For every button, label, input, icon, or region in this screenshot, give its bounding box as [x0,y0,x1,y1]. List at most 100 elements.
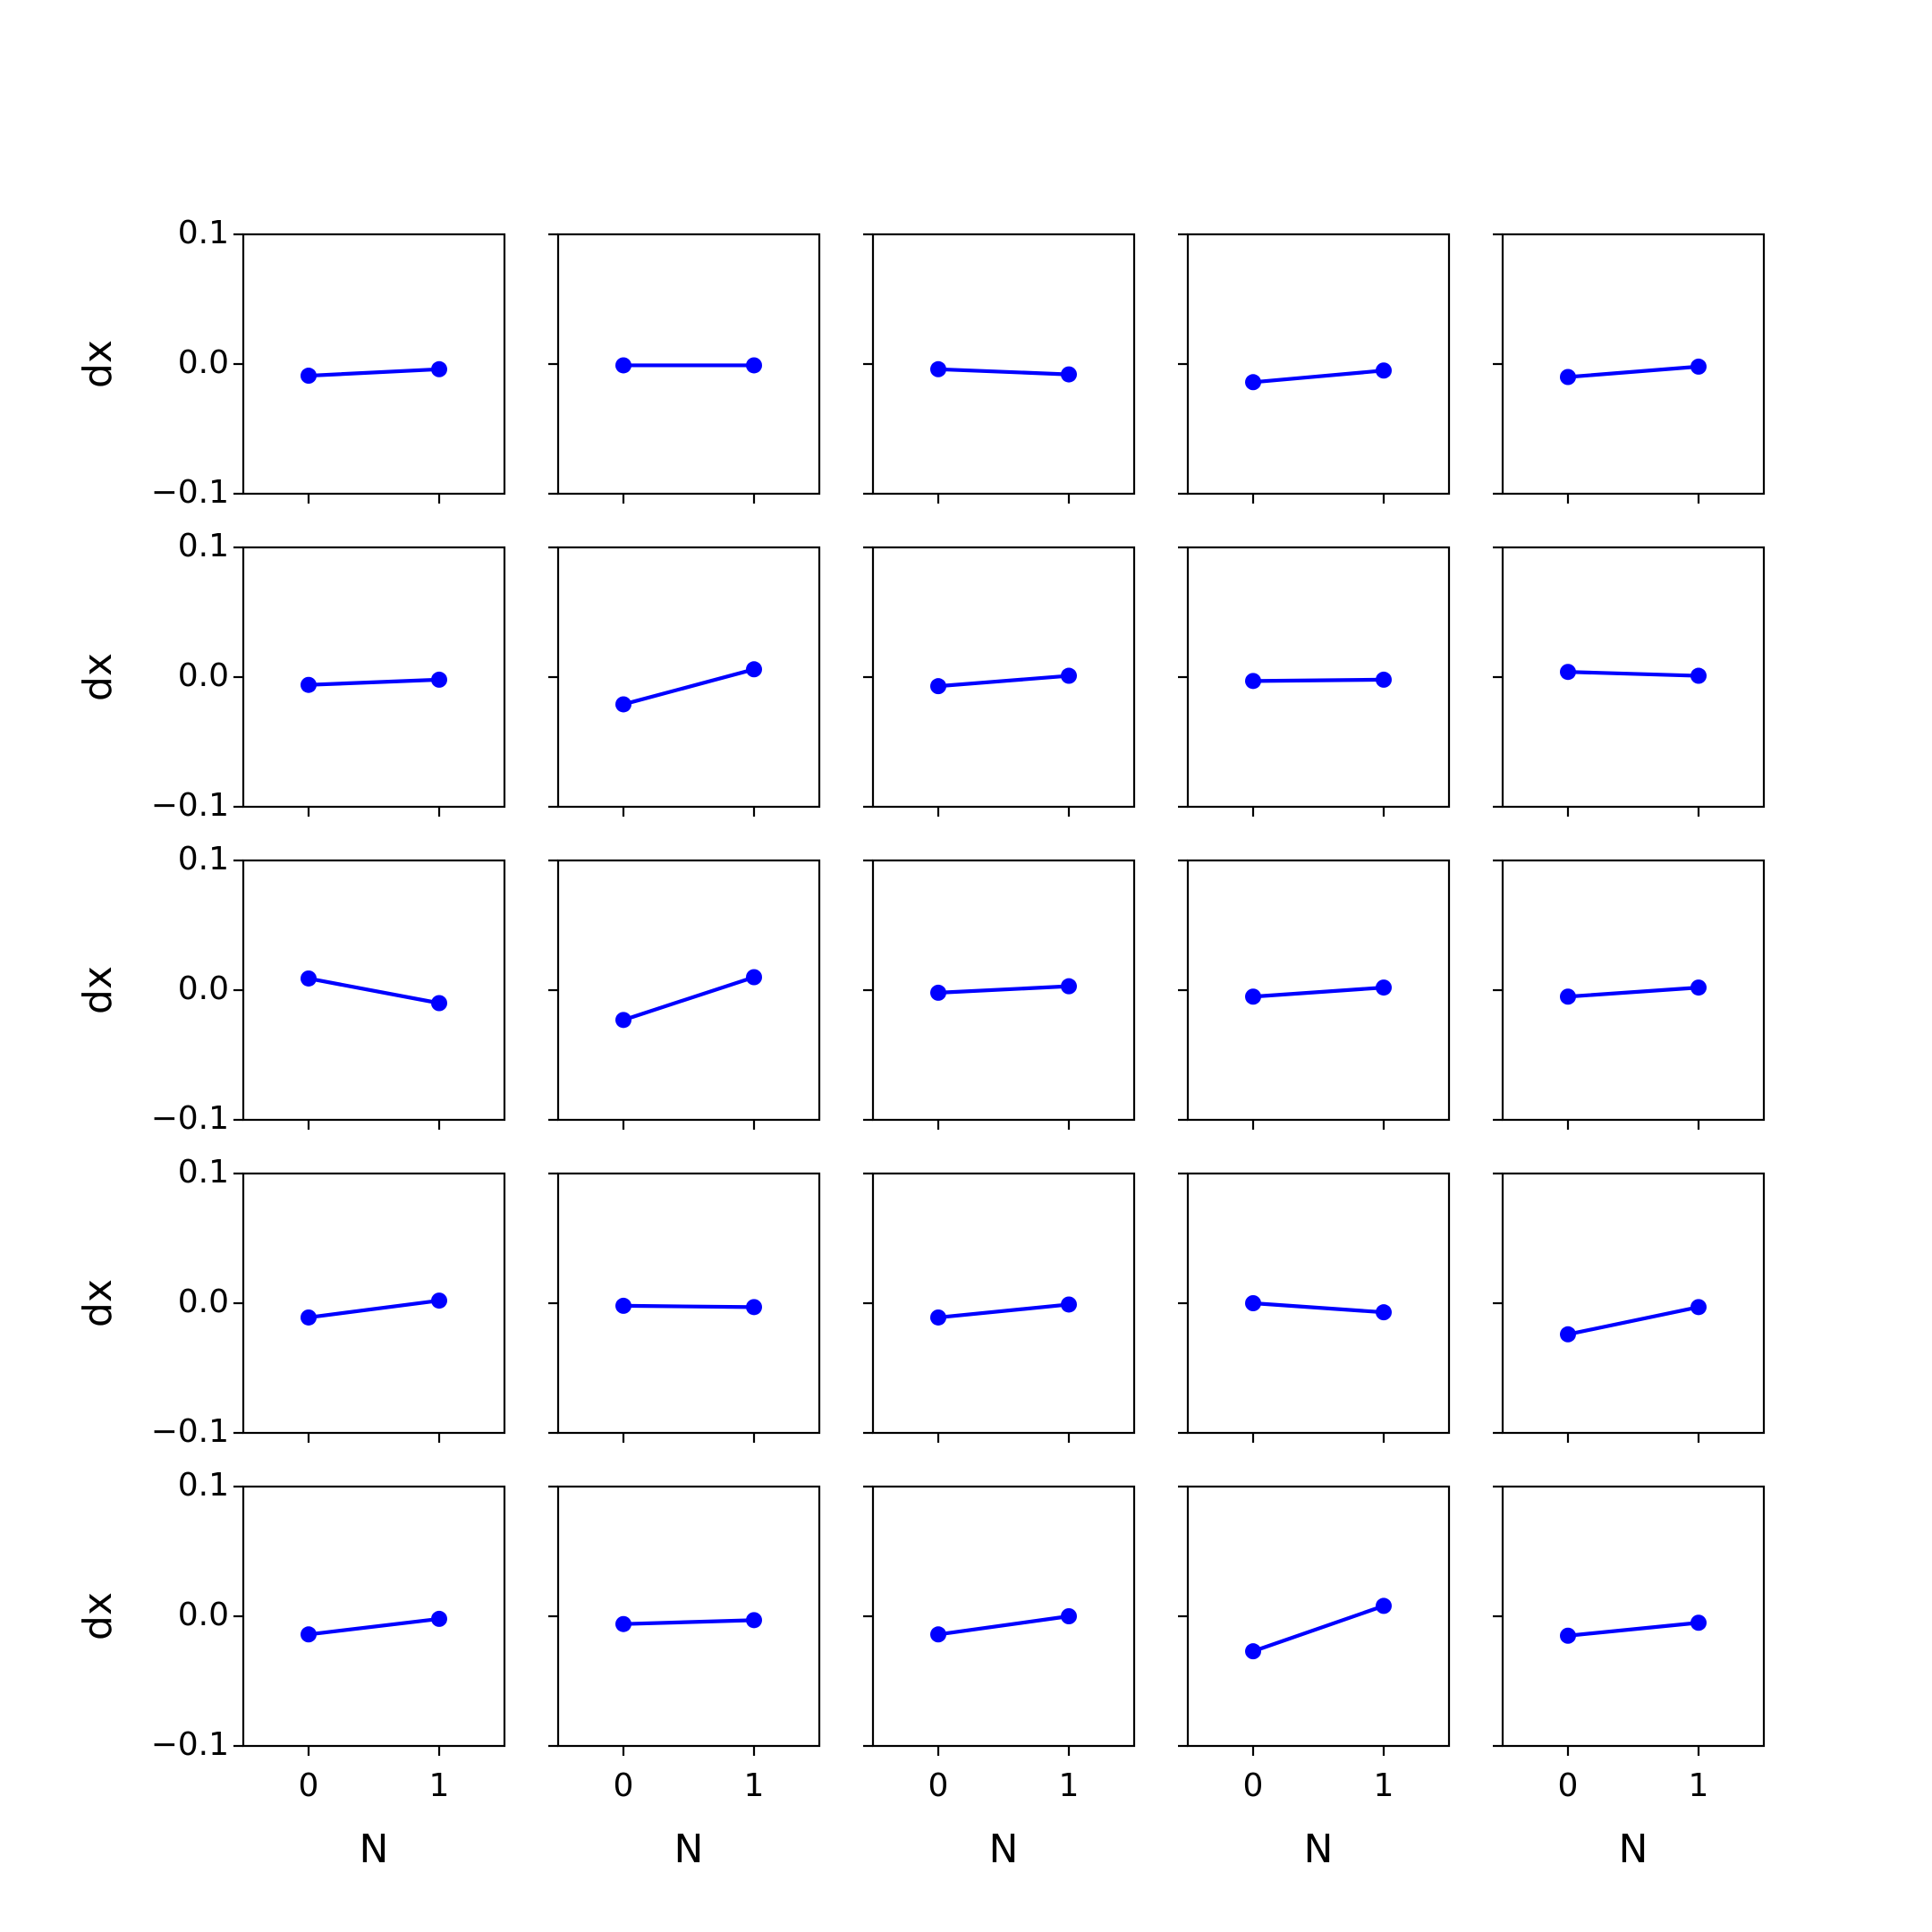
data-point [1061,1608,1077,1624]
data-point [930,1309,946,1326]
data-point [1245,673,1261,690]
y-axis-label: dx [75,1279,121,1327]
panel-r1-c1: −0.1 0.0 0.1 dx [75,215,506,511]
series-line [936,674,1072,689]
axes-frame [242,1485,506,1748]
x-tick-label: 1 [1374,1767,1394,1804]
series-line [936,1302,1072,1320]
panel-r5-c3: 0 1 N [863,1485,1136,1872]
panel-r1-c2 [548,233,821,504]
panel-r4-c2 [548,1172,821,1443]
axes-frame [1501,546,1766,809]
x-tick-label: 1 [744,1767,765,1804]
y-tick-label: 0.0 [178,970,229,1007]
data-point [1245,374,1261,391]
series-line [936,367,1072,377]
axes-frame [242,233,506,496]
axes-frame [871,1172,1136,1435]
data-point [1376,671,1392,688]
data-point [301,1309,317,1326]
series-line [1565,670,1701,678]
data-point [1061,978,1077,995]
series-line [1565,1621,1701,1638]
data-point [1376,979,1392,996]
data-point [930,360,946,377]
x-tick-label: 0 [299,1767,319,1804]
series-line [1565,364,1701,379]
panel-r5-c1: −0.1 0.0 0.1 0 1 dx N [75,1467,506,1872]
panel-r3-c4 [1178,859,1451,1130]
data-point [1376,1304,1392,1321]
axes-frame [242,1172,506,1435]
y-tick-label: 0.1 [178,1154,229,1191]
panel-r1-c5 [1493,233,1766,504]
series-line [306,976,442,1005]
series-line [621,975,757,1022]
panel-r5-c2: 0 1 N [548,1485,821,1872]
panel-r4-c3 [863,1172,1136,1443]
data-point [1690,979,1707,996]
axes-frame [871,233,1136,496]
y-tick-label: 0.0 [178,1597,229,1633]
axes-frame [556,859,821,1122]
panel-r2-c1: −0.1 0.0 0.1 dx [75,528,506,824]
data-point [301,676,317,693]
axes-frame [242,546,506,809]
data-point [1560,1326,1576,1343]
panel-r5-c5: 0 1 N [1493,1485,1766,1872]
series-line [936,984,1072,996]
data-point [1560,664,1576,681]
series-line [306,1616,442,1637]
series-line [1565,1305,1701,1336]
panel-r1-c4 [1178,233,1451,504]
series-line [1250,369,1386,385]
axes-frame [871,1485,1136,1748]
x-axis-label: N [674,1826,704,1872]
data-point [1690,1299,1707,1316]
series-line [621,667,757,707]
x-tick-label: 0 [1558,1767,1579,1804]
panel-r2-c4 [1178,546,1451,817]
data-point [930,984,946,1001]
data-point [1061,667,1077,684]
x-tick-label: 1 [429,1767,450,1804]
y-axis-label: dx [75,966,121,1014]
data-point [615,1615,631,1632]
data-point [746,1612,762,1629]
panel-r4-c4 [1178,1172,1451,1443]
data-point [746,969,762,986]
series-line [1250,985,1386,999]
data-point [746,357,762,374]
y-tick-label: 0.0 [178,344,229,381]
data-point [1245,1643,1261,1660]
series-line [1250,677,1386,683]
panel-r4-c5 [1493,1172,1766,1443]
data-point [1560,369,1576,386]
axes-frame [871,546,1136,809]
y-axis-label: dx [75,653,121,701]
data-point [615,1297,631,1314]
panel-r2-c5 [1493,546,1766,817]
data-point [746,661,762,678]
x-tick-label: 1 [1059,1767,1080,1804]
axes-frame [1186,1172,1451,1435]
y-axis-label: dx [75,1592,121,1640]
axes-frame [1186,1485,1451,1748]
data-point [615,1012,631,1029]
y-tick-label: −0.1 [151,1100,229,1137]
series-line [936,1614,1072,1637]
y-tick-label: −0.1 [151,1413,229,1450]
series-line [621,1303,757,1309]
axes-frame [1501,1485,1766,1748]
data-point [1245,988,1261,1005]
data-point [1560,1627,1576,1644]
series-line [306,1298,442,1320]
data-point [1245,1295,1261,1311]
series-line [1250,1301,1386,1315]
axes-frame [556,1485,821,1748]
data-point [930,1626,946,1643]
data-point [1690,358,1707,375]
data-point [1560,988,1576,1005]
x-axis-label: N [989,1826,1019,1872]
